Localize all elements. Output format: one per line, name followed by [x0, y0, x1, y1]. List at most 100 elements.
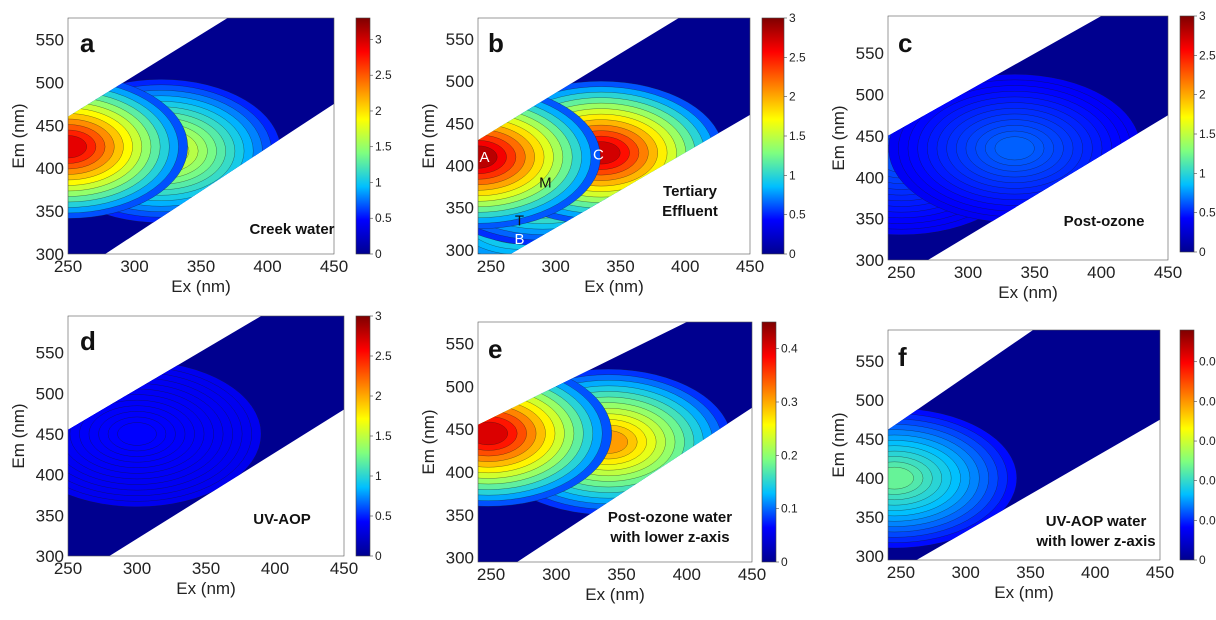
y-tick-label: 550 [446, 30, 474, 49]
colorbar-f [1179, 329, 1195, 561]
y-tick-label: 450 [446, 420, 474, 439]
panel-letter: b [488, 28, 504, 58]
y-tick-label: 550 [856, 44, 884, 63]
colorbar-tick-label: 1.5 [1199, 127, 1216, 141]
colorbar-tick-label: 0 [375, 549, 382, 563]
y-tick-label: 350 [856, 210, 884, 229]
y-tick-label: 350 [856, 508, 884, 527]
y-tick-label: 300 [856, 547, 884, 566]
y-tick-label: 500 [446, 72, 474, 91]
colorbar-tick-label: 1 [375, 175, 382, 189]
colorbar-tick-label: 0.5 [1199, 206, 1216, 220]
colorbar-tick-label: 0 [781, 555, 788, 569]
x-tick-label: 300 [120, 257, 148, 276]
sample-annotation: Post-ozone [1064, 213, 1145, 230]
colorbar-a [355, 17, 371, 255]
panel-letter: c [898, 28, 912, 58]
y-tick-label: 500 [856, 391, 884, 410]
plot-frame-e [477, 321, 753, 563]
sample-annotation: Creek water [249, 221, 334, 238]
colorbar-tick-label: 3 [1199, 9, 1206, 23]
x-tick-label: 300 [542, 257, 570, 276]
y-axis-label: Em (nm) [829, 105, 848, 170]
colorbar-tick-label: 0.02 [1199, 474, 1216, 488]
y-tick-label: 550 [446, 334, 474, 353]
y-tick-label: 550 [36, 344, 64, 363]
y-tick-label: 450 [446, 114, 474, 133]
x-axis-label: Ex (nm) [585, 585, 645, 604]
x-tick-label: 250 [887, 263, 915, 282]
peak-label: T [515, 212, 524, 229]
x-tick-label: 250 [54, 257, 82, 276]
y-tick-label: 300 [36, 245, 64, 264]
eem-surface-f [888, 330, 1160, 560]
x-axis-label: Ex (nm) [994, 583, 1054, 602]
x-tick-label: 250 [477, 257, 505, 276]
peak-label: C [593, 147, 604, 164]
colorbar-tick-label: 0.5 [375, 211, 392, 225]
colorbar-tick-label: 0 [375, 247, 382, 261]
x-tick-label: 250 [54, 559, 82, 578]
y-tick-label: 450 [856, 127, 884, 146]
panel-letter: a [80, 28, 95, 58]
y-tick-label: 350 [36, 506, 64, 525]
contour-e-1-11 [478, 421, 509, 446]
y-tick-label: 350 [36, 202, 64, 221]
colorbar-tick-label: 0.03 [1199, 434, 1216, 448]
colorbar-tick-label: 0.3 [781, 395, 798, 409]
plot-frame-d [67, 315, 345, 557]
x-tick-label: 400 [253, 257, 281, 276]
panel-letter: f [898, 342, 907, 372]
colorbar-tick-label: 1.5 [375, 140, 392, 154]
x-tick-label: 450 [736, 257, 764, 276]
colorbar-tick-label: 3 [375, 32, 382, 46]
sample-annotation: Post-ozone water [608, 509, 732, 526]
colorbar-tick-label: 0.05 [1199, 355, 1216, 369]
colorbar-b [761, 17, 785, 255]
x-tick-label: 450 [320, 257, 348, 276]
y-tick-label: 550 [36, 30, 64, 49]
y-axis-label: Em (nm) [9, 403, 28, 468]
y-tick-label: 450 [36, 116, 64, 135]
plot-frame-f [887, 329, 1161, 561]
x-tick-label: 350 [1016, 563, 1044, 582]
x-tick-label: 400 [1087, 263, 1115, 282]
y-tick-label: 500 [36, 384, 64, 403]
x-tick-label: 400 [1081, 563, 1109, 582]
sample-annotation: Tertiary [663, 183, 718, 200]
colorbar-tick-label: 2 [375, 389, 382, 403]
y-tick-label: 500 [856, 86, 884, 105]
colorbar-e [761, 321, 777, 563]
x-tick-label: 400 [673, 565, 701, 584]
y-tick-label: 400 [36, 159, 64, 178]
plot-frame-c [887, 15, 1169, 261]
peak-label: A [479, 149, 489, 166]
contour-c-1-11 [994, 136, 1035, 161]
x-axis-label: Ex (nm) [998, 283, 1058, 302]
y-tick-label: 300 [446, 549, 474, 568]
colorbar-tick-label: 2 [789, 90, 796, 104]
colorbar-tick-label: 0 [1199, 245, 1206, 259]
x-tick-label: 250 [887, 563, 915, 582]
y-tick-label: 400 [446, 157, 474, 176]
contour-a-1-10 [68, 129, 97, 164]
y-tick-label: 300 [36, 547, 64, 566]
y-tick-label: 400 [856, 469, 884, 488]
colorbar-tick-label: 0.5 [375, 509, 392, 523]
colorbar-tick-label: 0.1 [781, 502, 798, 516]
colorbar-tick-label: 1.5 [789, 129, 806, 143]
x-tick-label: 450 [1146, 563, 1174, 582]
y-axis-label: Em (nm) [9, 103, 28, 168]
sample-annotation: with lower z-axis [609, 529, 729, 546]
x-tick-label: 350 [607, 565, 635, 584]
colorbar-tick-label: 0 [789, 247, 796, 261]
colorbar-tick-label: 1.5 [375, 429, 392, 443]
colorbar-tick-label: 0.5 [789, 208, 806, 222]
sample-annotation: with lower z-axis [1035, 533, 1155, 550]
colorbar-tick-label: 2.5 [375, 349, 392, 363]
y-tick-label: 500 [446, 377, 474, 396]
